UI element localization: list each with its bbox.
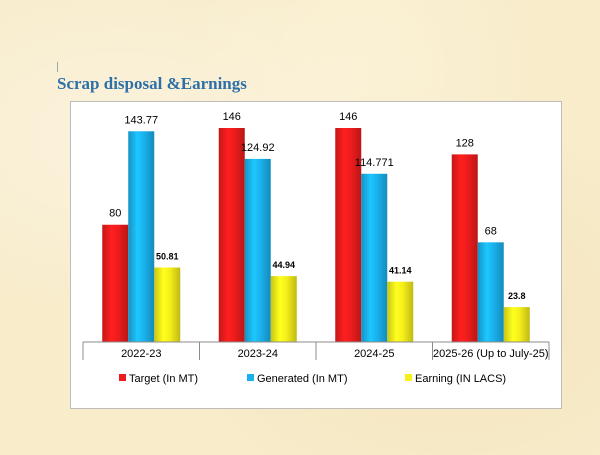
data-label: 143.77 xyxy=(124,114,158,126)
bar-generated-0 xyxy=(128,131,155,342)
data-label: 68 xyxy=(485,225,497,237)
bar-earning-0 xyxy=(154,267,181,342)
data-label: 80 xyxy=(109,208,121,220)
bar-target-0 xyxy=(102,224,129,342)
data-label: 146 xyxy=(223,111,241,123)
bar-generated-1 xyxy=(244,158,271,342)
x-tick-label: 2023-24 xyxy=(238,348,278,360)
bar-generated-2 xyxy=(361,173,388,342)
legend-entry: Generated (In MT) xyxy=(257,373,347,385)
x-tick-label: 2022-23 xyxy=(121,348,161,360)
bar-target-3 xyxy=(451,154,478,342)
x-tick-label: 2024-25 xyxy=(354,348,394,360)
data-label: 50.81 xyxy=(156,252,179,262)
legend-swatch xyxy=(247,374,254,381)
page-title: Scrap disposal &Earnings xyxy=(57,74,247,93)
data-label: 114.771 xyxy=(355,157,394,169)
bar-target-1 xyxy=(218,128,245,342)
data-label: 146 xyxy=(339,111,357,123)
x-tick-label: 2025-26 (Up to July-25) xyxy=(433,348,549,360)
data-label: 23.8 xyxy=(508,291,526,301)
bar-target-2 xyxy=(335,128,362,342)
legend-swatch xyxy=(405,374,412,381)
bar-chart: 80 146 146 128 143.77 124.92 114.771 68 50.81 44.… xyxy=(82,111,550,385)
data-label: 128 xyxy=(456,137,474,149)
data-label: 44.94 xyxy=(272,260,295,270)
bar-earning-3 xyxy=(503,307,530,342)
legend-swatch xyxy=(119,374,126,381)
chart-frame: 80 146 146 128 143.77 124.92 114.771 68 50.81 44.… xyxy=(70,101,562,409)
data-label: 124.92 xyxy=(241,142,275,154)
bar-earning-2 xyxy=(387,281,414,342)
legend-entry: Earning (IN LACS) xyxy=(415,373,506,385)
title-accent-mark xyxy=(57,62,58,72)
bar-generated-3 xyxy=(477,242,504,342)
legend-entry: Target (In MT) xyxy=(129,373,198,385)
bar-earning-1 xyxy=(270,276,297,342)
data-label: 41.14 xyxy=(389,266,412,276)
